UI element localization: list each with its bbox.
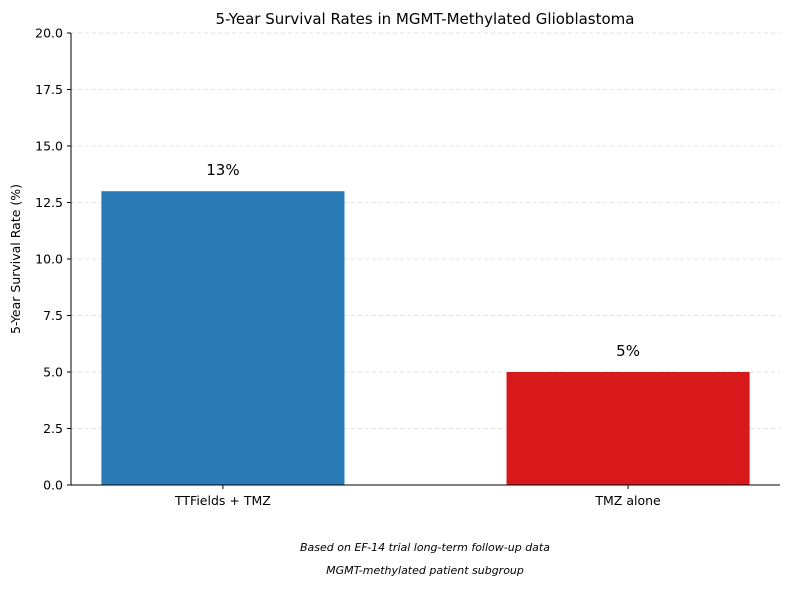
x-tick-label: TTFields + TMZ (174, 493, 271, 508)
y-tick-label: 12.5 (35, 195, 63, 210)
bar-0 (101, 191, 345, 485)
y-tick-label: 15.0 (35, 139, 63, 154)
y-tick-label: 5.0 (43, 365, 63, 380)
y-tick-label: 0.0 (43, 478, 63, 493)
bars (101, 191, 750, 485)
bar-value-label: 13% (206, 161, 239, 179)
x-tick-label: TMZ alone (594, 493, 661, 508)
labels: 13% 5% (206, 161, 640, 360)
y-tick-label: 2.5 (43, 421, 63, 436)
chart-title: 5-Year Survival Rates in MGMT-Methylated… (216, 10, 635, 28)
bar-value-label: 5% (616, 342, 640, 360)
y-tick-label: 20.0 (35, 26, 63, 41)
axes: 0.0 2.5 5.0 7.5 10.0 12.5 15.0 17.5 20.0 TTFields… (35, 26, 780, 508)
y-axis-label: 5-Year Survival Rate (%) (8, 184, 23, 334)
footnote-subgroup: MGMT-methylated patient subgroup (326, 564, 524, 577)
y-tick-label: 17.5 (35, 82, 63, 97)
y-tick-label: 7.5 (43, 308, 63, 323)
y-tick-label: 10.0 (35, 252, 63, 267)
bar-1 (506, 372, 750, 485)
footnote-source: Based on EF-14 trial long-term follow-up… (300, 541, 550, 554)
